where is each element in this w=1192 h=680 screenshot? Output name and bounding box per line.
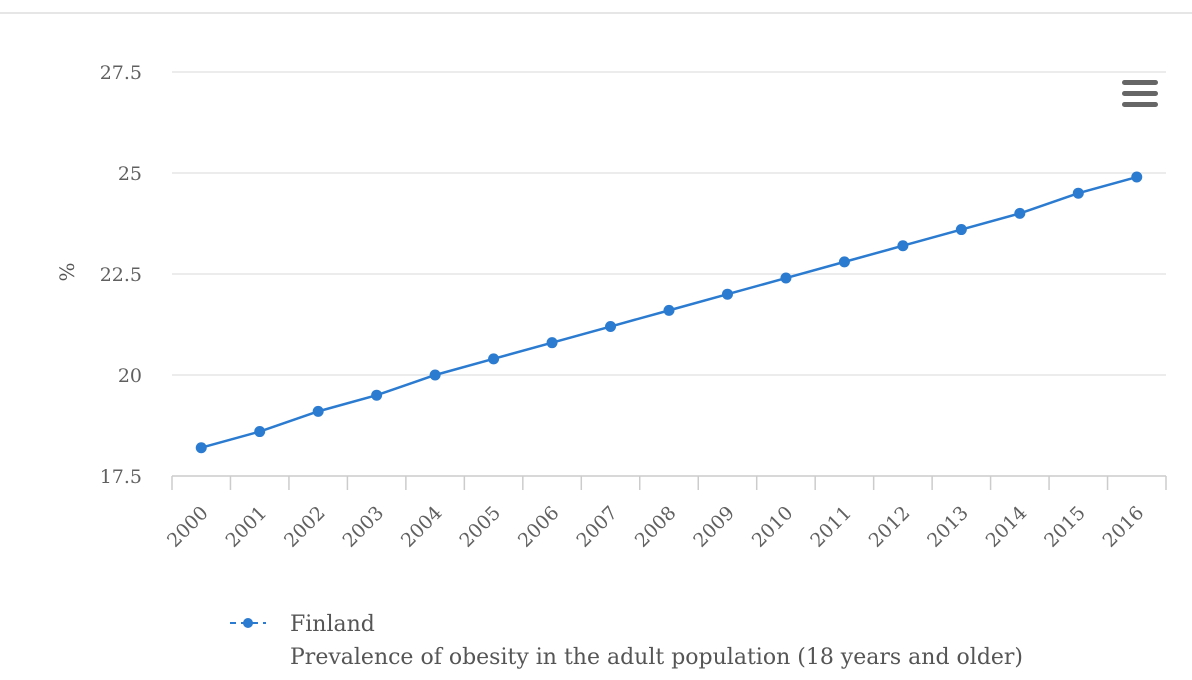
chart-menu-button[interactable] xyxy=(1118,78,1162,112)
y-tick-label: 27.5 xyxy=(100,62,142,84)
y-tick-label: 25 xyxy=(118,163,142,185)
x-tick-label: 2008 xyxy=(631,502,681,552)
grid-lines xyxy=(172,71,1166,376)
data-point[interactable] xyxy=(312,405,324,417)
data-point[interactable] xyxy=(371,389,383,401)
y-tick-label: 17.5 xyxy=(100,466,142,488)
data-point[interactable] xyxy=(663,304,675,316)
y-axis-ticks: 17.5 20 22.5 25 27.5 xyxy=(100,62,142,488)
x-tick-label: 2001 xyxy=(221,502,271,552)
data-point[interactable] xyxy=(1014,207,1026,219)
legend[interactable]: Finland Prevalence of obesity in the adu… xyxy=(230,612,1023,670)
x-tick-label: 2014 xyxy=(982,502,1032,552)
x-tick-label: 2016 xyxy=(1099,502,1149,552)
x-tick-label: 2012 xyxy=(865,502,915,552)
data-point[interactable] xyxy=(1072,187,1084,199)
data-point[interactable] xyxy=(254,426,266,438)
data-point[interactable] xyxy=(429,369,441,381)
data-point[interactable] xyxy=(955,224,967,236)
x-tick-label: 2002 xyxy=(280,502,330,552)
data-point[interactable] xyxy=(605,321,617,333)
x-tick-label: 2010 xyxy=(748,502,798,552)
x-tick-label: 2015 xyxy=(1040,502,1090,552)
y-axis-label: % xyxy=(55,262,79,281)
legend-marker-icon xyxy=(243,618,253,628)
data-point[interactable] xyxy=(488,353,500,365)
data-point[interactable] xyxy=(897,240,909,252)
x-tick-label: 2013 xyxy=(923,502,973,552)
series-group xyxy=(195,171,1143,454)
x-axis: 2000 2001 2002 2003 2004 2005 2006 2007 2008 2009… xyxy=(163,475,1167,552)
legend-series-description: Prevalence of obesity in the adult popul… xyxy=(290,645,1023,670)
x-tick-label: 2003 xyxy=(338,502,388,552)
x-tick-label: 2000 xyxy=(163,502,213,552)
data-point[interactable] xyxy=(780,272,792,284)
top-divider xyxy=(0,12,1192,14)
x-tick-label: 2009 xyxy=(689,502,739,552)
legend-series-name: Finland xyxy=(290,612,375,637)
x-tick-label: 2004 xyxy=(397,502,447,552)
data-point[interactable] xyxy=(838,256,850,268)
hamburger-menu-icon xyxy=(1122,80,1158,85)
x-tick-label: 2007 xyxy=(572,502,622,552)
data-point[interactable] xyxy=(1131,171,1143,183)
hamburger-menu-icon xyxy=(1122,91,1158,96)
data-point[interactable] xyxy=(546,337,558,349)
data-point[interactable] xyxy=(721,288,733,300)
x-tick-label: 2005 xyxy=(455,502,505,552)
hamburger-menu-icon xyxy=(1122,102,1158,107)
data-point[interactable] xyxy=(195,442,207,454)
x-tick-label: 2006 xyxy=(514,502,564,552)
y-tick-label: 20 xyxy=(118,365,142,387)
x-tick-label: 2011 xyxy=(806,502,856,552)
y-tick-label: 22.5 xyxy=(100,264,142,286)
